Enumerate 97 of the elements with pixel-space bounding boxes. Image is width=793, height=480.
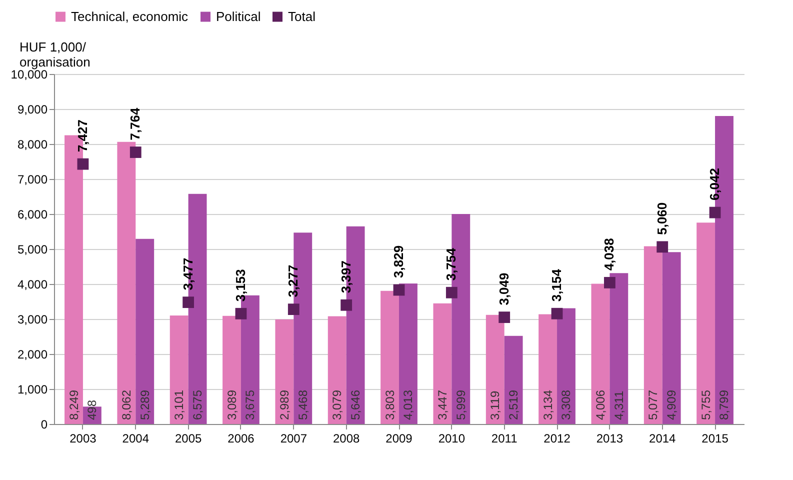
bar bbox=[275, 319, 294, 424]
data-label: 2,989 bbox=[277, 390, 292, 420]
data-label: 3,089 bbox=[224, 390, 239, 420]
point bbox=[288, 304, 300, 316]
legend-label: Political bbox=[216, 8, 261, 24]
bar bbox=[328, 316, 346, 424]
y-tick-label: 3,000 bbox=[17, 312, 48, 326]
bar bbox=[170, 315, 188, 424]
point bbox=[235, 308, 247, 320]
x-tick-label: 2007 bbox=[280, 432, 308, 446]
y-tick-label: 9,000 bbox=[17, 102, 48, 116]
data-label: 5,999 bbox=[454, 390, 468, 420]
data-label: 498 bbox=[85, 400, 100, 420]
data-label: 7,427 bbox=[74, 120, 90, 152]
point bbox=[656, 241, 668, 253]
y-tick-label: 5,000 bbox=[17, 242, 48, 256]
data-label: 3,101 bbox=[172, 390, 186, 420]
data-label: 5,060 bbox=[654, 202, 670, 235]
data-label: 4,013 bbox=[401, 390, 416, 420]
bar bbox=[117, 142, 136, 424]
y-tick-label: 1,000 bbox=[17, 382, 48, 396]
data-label: 5,646 bbox=[348, 390, 363, 420]
data-label: 3,803 bbox=[382, 390, 397, 420]
data-label: 4,038 bbox=[602, 238, 617, 271]
x-tick-label: 2013 bbox=[596, 432, 624, 446]
data-label: 3,049 bbox=[496, 272, 512, 306]
bar bbox=[380, 290, 399, 424]
data-label: 5,755 bbox=[698, 390, 713, 420]
legend-label: Total bbox=[288, 8, 316, 24]
data-label: 3,308 bbox=[559, 390, 574, 420]
x-tick-label: 2004 bbox=[122, 432, 150, 446]
y-tick-label: 0 bbox=[40, 418, 48, 432]
data-label: 3,119 bbox=[488, 390, 502, 420]
y-tick-label: 2,000 bbox=[17, 348, 48, 362]
data-label: 3,153 bbox=[232, 269, 248, 302]
point bbox=[446, 286, 458, 298]
x-tick-label: 2010 bbox=[438, 432, 466, 446]
bar bbox=[538, 314, 558, 424]
data-label: 8,249 bbox=[66, 390, 81, 420]
y-axis-title: HUF 1,000/ organisation bbox=[20, 40, 90, 70]
x-tick-label: 2008 bbox=[332, 432, 360, 446]
data-label: 3,397 bbox=[338, 260, 354, 294]
data-label: 4,909 bbox=[664, 390, 679, 420]
data-label: 4,006 bbox=[593, 390, 608, 420]
data-label: 5,077 bbox=[646, 390, 660, 420]
bar bbox=[433, 303, 452, 424]
bar bbox=[610, 273, 628, 424]
bar bbox=[557, 308, 576, 424]
point bbox=[709, 206, 721, 218]
bar bbox=[504, 336, 523, 424]
data-label: 5,289 bbox=[138, 390, 152, 420]
point bbox=[604, 276, 616, 288]
point bbox=[551, 308, 563, 320]
x-tick-label: 2006 bbox=[228, 432, 255, 446]
x-tick-label: 2003 bbox=[70, 432, 97, 446]
bar bbox=[644, 246, 662, 424]
point bbox=[77, 158, 89, 170]
data-label: 3,079 bbox=[330, 390, 344, 420]
data-label: 7,764 bbox=[128, 106, 143, 140]
data-label: 2,519 bbox=[506, 390, 521, 420]
y-tick-label: 7,000 bbox=[17, 172, 48, 186]
data-label: 3,277 bbox=[286, 264, 301, 298]
data-label: 6,575 bbox=[190, 390, 205, 420]
x-tick-label: 2005 bbox=[174, 432, 202, 446]
x-tick-label: 2012 bbox=[544, 432, 571, 446]
y-tick-label: 4,000 bbox=[17, 278, 48, 292]
bar bbox=[399, 284, 418, 424]
data-label: 3,447 bbox=[435, 390, 450, 420]
bar bbox=[222, 316, 241, 424]
data-label: 5,468 bbox=[296, 390, 310, 420]
y-tick-label: 8,000 bbox=[17, 138, 48, 152]
data-label: 3,154 bbox=[549, 268, 564, 302]
x-tick-label: 2015 bbox=[702, 432, 729, 446]
x-tick-label: 2009 bbox=[386, 432, 413, 446]
bar bbox=[662, 252, 681, 424]
data-label: 8,799 bbox=[717, 390, 732, 420]
data-label: 4,311 bbox=[612, 390, 626, 420]
point bbox=[393, 284, 405, 296]
data-label: 3,754 bbox=[444, 247, 459, 281]
bar bbox=[696, 222, 716, 424]
data-label: 8,062 bbox=[119, 390, 134, 420]
legend-label: Technical, economic bbox=[71, 8, 189, 24]
y-tick-label: 6,000 bbox=[17, 208, 48, 222]
data-label: 3,829 bbox=[391, 245, 406, 278]
data-label: 3,675 bbox=[243, 390, 258, 420]
point bbox=[498, 312, 510, 323]
data-label: 3,477 bbox=[180, 258, 196, 290]
x-tick-label: 2011 bbox=[491, 432, 518, 446]
data-label: 6,042 bbox=[707, 168, 722, 201]
point bbox=[182, 296, 194, 308]
bar bbox=[591, 284, 610, 424]
data-label: 3,134 bbox=[540, 390, 555, 420]
point bbox=[340, 299, 352, 311]
bar bbox=[486, 314, 504, 424]
bar bbox=[136, 238, 154, 424]
point bbox=[130, 146, 142, 158]
x-tick-label: 2014 bbox=[649, 432, 676, 446]
